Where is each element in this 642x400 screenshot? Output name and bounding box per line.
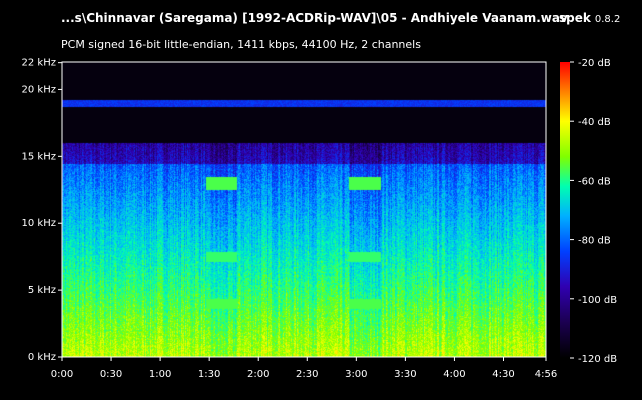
time-tick-label: 4:00 — [443, 369, 465, 380]
audio-info: PCM signed 16-bit little-endian, 1411 kb… — [61, 38, 421, 51]
freq-tick-label: 0 kHz — [28, 352, 56, 363]
spectrogram-image — [62, 62, 546, 357]
db-tick-label: -80 dB — [578, 236, 611, 247]
spectrogram-bitmap — [62, 62, 546, 357]
db-tick-label: -20 dB — [578, 58, 611, 69]
freq-tick-label: 15 kHz — [22, 151, 56, 162]
app-name-text: spek — [559, 11, 591, 25]
db-tick-label: -60 dB — [578, 176, 611, 187]
db-scale-bar — [560, 62, 570, 358]
time-tick-label: 2:30 — [296, 369, 318, 380]
time-tick-label: 4:30 — [492, 369, 514, 380]
freq-tick-label: 10 kHz — [22, 218, 56, 229]
freq-tick-label: 22 kHz — [22, 58, 56, 69]
time-tick-label: 1:00 — [149, 369, 171, 380]
time-tick-label: 0:30 — [100, 369, 122, 380]
time-tick-label: 4:56 — [535, 369, 557, 380]
db-tick-label: -40 dB — [578, 117, 611, 128]
db-tick-label: -100 dB — [578, 295, 617, 306]
time-tick-label: 2:00 — [247, 369, 269, 380]
app-version: 0.8.2 — [594, 14, 621, 25]
time-tick-label: 3:00 — [345, 369, 367, 380]
time-tick-label: 0:00 — [51, 369, 73, 380]
time-tick-label: 1:30 — [198, 369, 220, 380]
db-tick-label: -120 dB — [578, 354, 617, 365]
freq-tick-label: 5 kHz — [28, 285, 56, 296]
time-tick-label: 3:30 — [394, 369, 416, 380]
spectrogram-axes: 0 kHz 5 kHz 10 kHz 15 kHz 20 kHz 22 kHz 0:00 0:… — [22, 58, 558, 380]
plot-frame — [61, 61, 547, 358]
freq-tick-label: 20 kHz — [22, 84, 56, 95]
app-name: spek 0.8.2 — [559, 11, 620, 25]
db-scale-axis: -20 dB -40 dB -60 dB -80 dB -100 dB -120 dB — [570, 58, 617, 365]
file-title: ...s\Chinnavar (Saregama) [1992-ACDRip-W… — [61, 11, 568, 25]
